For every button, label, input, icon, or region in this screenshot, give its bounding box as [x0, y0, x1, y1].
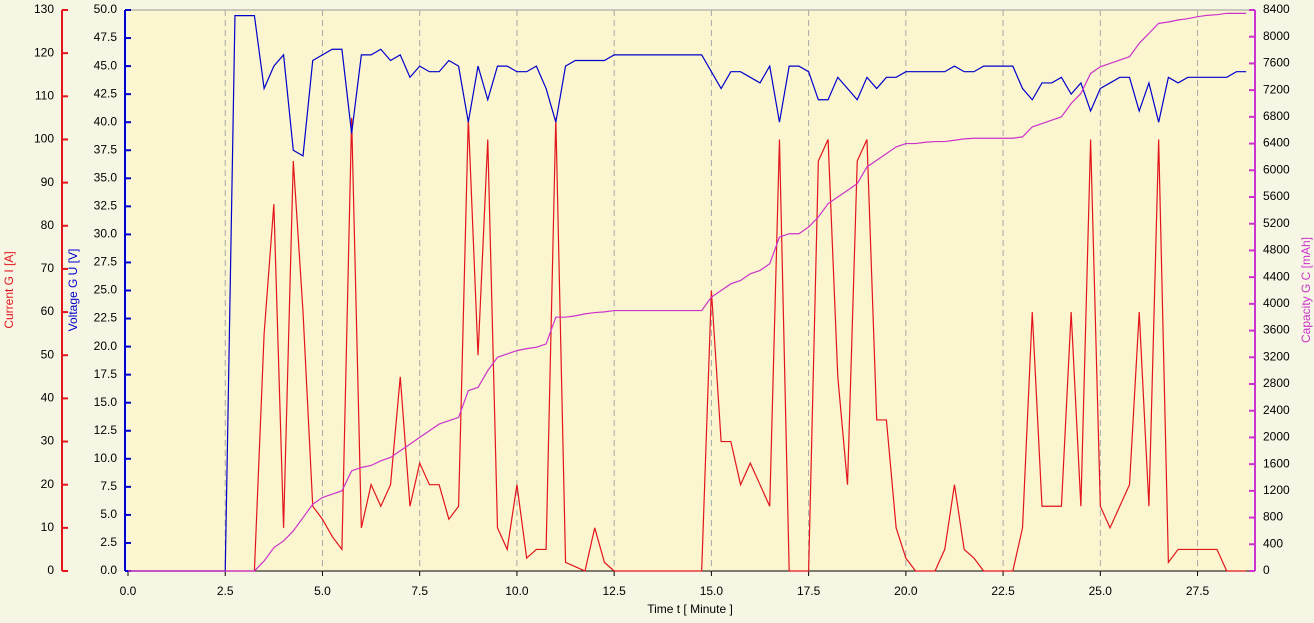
y3-tick-label: 7600 — [1263, 56, 1290, 70]
x-tick-label: 5.0 — [314, 584, 331, 598]
x-axis-title: Time t [ Minute ] — [647, 602, 733, 616]
y-tick-label: 0 — [47, 563, 54, 577]
y-tick-label: 70 — [41, 261, 55, 275]
y3-tick-label: 1200 — [1263, 483, 1290, 497]
y2-tick-label: 50.0 — [94, 2, 118, 16]
series-line — [128, 15, 1247, 572]
y2-tick-label: 22.5 — [94, 311, 118, 325]
y3-tick-label: 8000 — [1263, 29, 1290, 43]
y3-tick-label: 3200 — [1263, 349, 1290, 363]
y2-tick-label: 37.5 — [94, 142, 118, 156]
y3-tick-label: 2000 — [1263, 430, 1290, 444]
y2-tick-label: 35.0 — [94, 170, 118, 184]
y-tick-label: 90 — [41, 175, 55, 189]
y3-tick-label: 800 — [1263, 510, 1283, 524]
x-tick-label: 25.0 — [1089, 584, 1113, 598]
y-tick-label: 110 — [35, 88, 54, 102]
y3-tick-label: 1600 — [1263, 456, 1290, 470]
y-tick-label: 40 — [41, 391, 55, 405]
capacity-axis-title: Capacity G C [mAh] — [1299, 237, 1313, 343]
y2-tick-label: 42.5 — [94, 86, 118, 100]
series-line — [128, 12, 1247, 572]
y3-tick-label: 3600 — [1263, 323, 1290, 337]
y3-tick-label: 4400 — [1263, 269, 1290, 283]
x-tick-label: 22.5 — [991, 584, 1015, 598]
y3-tick-label: 2800 — [1263, 376, 1290, 390]
y2-tick-label: 12.5 — [94, 423, 118, 437]
y3-tick-label: 8400 — [1263, 2, 1290, 16]
y-tick-label: 50 — [41, 347, 55, 361]
y-tick-label: 130 — [34, 2, 54, 16]
plot-area — [128, 10, 1252, 571]
y3-tick-label: 7200 — [1263, 82, 1290, 96]
y2-tick-label: 32.5 — [94, 199, 118, 213]
current-axis-title: Current G I [A] — [2, 251, 16, 328]
y3-tick-label: 0 — [1263, 563, 1270, 577]
x-tick-label: 12.5 — [602, 584, 626, 598]
voltage-axis-title: Voltage G U [V] — [66, 249, 80, 332]
y2-tick-label: 30.0 — [94, 227, 118, 241]
y2-tick-label: 15.0 — [94, 395, 118, 409]
y-tick-label: 60 — [41, 304, 55, 318]
y3-tick-label: 400 — [1263, 536, 1283, 550]
y2-tick-label: 17.5 — [94, 367, 118, 381]
x-tick-label: 20.0 — [894, 584, 918, 598]
y-tick-label: 120 — [34, 45, 54, 59]
y3-tick-label: 2400 — [1263, 403, 1290, 417]
y3-tick-label: 4800 — [1263, 243, 1290, 257]
x-tick-label: 2.5 — [217, 584, 234, 598]
y2-tick-label: 0.0 — [100, 563, 117, 577]
x-tick-label: 10.0 — [505, 584, 529, 598]
series-line — [128, 117, 1247, 572]
y2-tick-label: 45.0 — [94, 58, 118, 72]
y3-tick-label: 5600 — [1263, 189, 1290, 203]
y3-tick-label: 6800 — [1263, 109, 1290, 123]
y-tick-label: 80 — [41, 218, 55, 232]
x-tick-label: 0.0 — [120, 584, 137, 598]
y2-tick-label: 5.0 — [100, 507, 117, 521]
x-tick-label: 15.0 — [700, 584, 724, 598]
x-tick-label: 27.5 — [1186, 584, 1210, 598]
y-tick-label: 10 — [41, 520, 55, 534]
y3-tick-label: 5200 — [1263, 216, 1290, 230]
y-tick-label: 30 — [41, 434, 55, 448]
y2-tick-label: 2.5 — [100, 535, 117, 549]
y2-tick-label: 10.0 — [94, 451, 118, 465]
y2-tick-label: 27.5 — [94, 255, 118, 269]
y2-tick-label: 47.5 — [94, 30, 118, 44]
y-tick-label: 20 — [41, 477, 55, 491]
x-tick-label: 7.5 — [411, 584, 428, 598]
y3-tick-label: 6000 — [1263, 162, 1290, 176]
y3-tick-label: 4000 — [1263, 296, 1290, 310]
y2-tick-label: 20.0 — [94, 339, 118, 353]
y2-tick-label: 40.0 — [94, 114, 118, 128]
y2-tick-label: 7.5 — [100, 479, 117, 493]
y3-tick-label: 6400 — [1263, 136, 1290, 150]
y-tick-label: 100 — [34, 132, 54, 146]
y2-tick-label: 25.0 — [94, 283, 118, 297]
x-tick-label: 17.5 — [797, 584, 821, 598]
